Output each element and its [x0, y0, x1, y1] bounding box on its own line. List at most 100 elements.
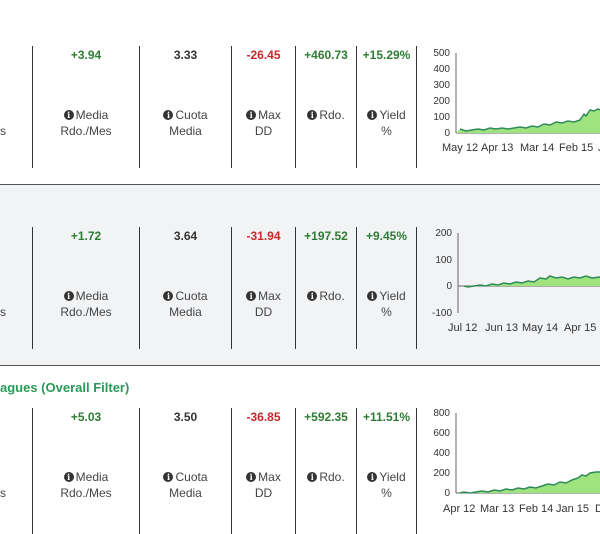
- avg-month-value: +5.03: [70, 410, 102, 424]
- profit-chart-1: 500 400 300 200 100 0 May 12 Apr 13 Mar …: [433, 48, 600, 154]
- section-heading[interactable]: agues (Overall Filter): [0, 380, 130, 395]
- metric-yield: +11.51% i Yield%: [357, 408, 416, 534]
- x-tick: D: [595, 503, 600, 515]
- column-divider: [231, 46, 232, 168]
- metric-result: +592.35 i Rdo.: [296, 408, 356, 534]
- info-icon[interactable]: i: [307, 472, 318, 482]
- metric-avg-month: +1.72 i Media Rdo./Mes: [33, 227, 139, 349]
- yield-value: +9.45%: [365, 229, 408, 243]
- y-tick: 500: [433, 48, 450, 59]
- strategy-row-3: s +5.03 i Media Rdo./Mes 3.50 i Cuota Media …: [0, 400, 600, 534]
- metric-avg-month: +3.94 i Media Rdo./Mes: [33, 46, 139, 168]
- metric-avg-odds: 3.50 i Cuota Media: [140, 408, 231, 534]
- metric-result: +197.52 i Rdo.: [296, 227, 356, 349]
- result-value: +592.35: [304, 410, 348, 424]
- chart-line: [459, 108, 600, 132]
- info-icon[interactable]: i: [63, 472, 74, 482]
- y-tick: 800: [433, 408, 450, 419]
- yield-value: +11.51%: [362, 410, 411, 424]
- max-dd-value: -26.45: [246, 48, 281, 62]
- x-tick: J: [598, 142, 600, 154]
- metric-avg-month: +5.03 i Media Rdo./Mes: [33, 408, 139, 534]
- result-label: i Rdo.: [296, 288, 356, 304]
- column-divider: [139, 227, 140, 349]
- y-tick: -100: [432, 308, 452, 319]
- avg-odds-label: i Cuota Media: [140, 469, 231, 501]
- x-tick: Apr 12: [443, 503, 475, 515]
- chart-line: [459, 471, 600, 494]
- column-divider: [416, 46, 417, 168]
- strategy-row-1: s +3.94 i Media Rdo./Mes 3.33 i Cuota Media …: [0, 0, 600, 184]
- y-tick: 0: [444, 488, 450, 499]
- column-divider: [32, 46, 33, 168]
- avg-odds-value: 3.33: [173, 48, 198, 62]
- y-tick: 400: [433, 64, 450, 75]
- column-divider: [139, 408, 140, 534]
- avg-month-value: +3.94: [70, 48, 102, 62]
- row-label-fragment: s: [0, 124, 6, 138]
- column-divider: [139, 46, 140, 168]
- x-tick: Jul 12: [448, 322, 477, 334]
- x-tick: Apr 13: [481, 142, 513, 154]
- column-divider: [356, 46, 357, 168]
- profit-chart-3: 800 600 400 200 0 Apr 12 Mar 13 Feb 14 J…: [433, 408, 600, 515]
- metric-result: +460.73 i Rdo.: [296, 46, 356, 168]
- max-dd-value: -31.94: [246, 229, 281, 243]
- info-icon[interactable]: i: [307, 291, 318, 301]
- metric-yield: +15.29% i Yield%: [357, 46, 416, 168]
- info-icon[interactable]: i: [367, 291, 378, 301]
- metric-max-dd: -26.45 i Max DD: [232, 46, 295, 168]
- yield-label: i Yield%: [357, 107, 416, 139]
- avg-odds-label: i Cuota Media: [140, 107, 231, 139]
- result-value: +460.73: [304, 48, 348, 62]
- strategy-row-2: s +1.72 i Media Rdo./Mes 3.64 i Cuota Media …: [0, 185, 600, 365]
- info-icon[interactable]: i: [307, 110, 318, 120]
- max-dd-label: i Max DD: [232, 469, 295, 501]
- info-icon[interactable]: i: [163, 472, 174, 482]
- yield-label: i Yield%: [357, 469, 416, 501]
- info-icon[interactable]: i: [367, 472, 378, 482]
- result-value: +197.52: [304, 229, 348, 243]
- info-icon[interactable]: i: [63, 291, 74, 301]
- row-label-fragment: s: [0, 486, 6, 500]
- profit-chart-2: 200 100 0 -100 Jul 12 Jun 13 May 14 Apr …: [432, 228, 600, 334]
- x-tick: Jan 15: [556, 503, 589, 515]
- info-icon[interactable]: i: [163, 291, 174, 301]
- y-tick: 600: [433, 428, 450, 439]
- x-tick: Feb 14: [519, 503, 553, 515]
- result-label: i Rdo.: [296, 107, 356, 123]
- info-icon[interactable]: i: [246, 291, 257, 301]
- column-divider: [295, 227, 296, 349]
- column-divider: [356, 227, 357, 349]
- avg-month-value: +1.72: [70, 229, 102, 243]
- y-tick: 0: [444, 128, 450, 139]
- chart-area: [460, 472, 600, 493]
- info-icon[interactable]: i: [163, 110, 174, 120]
- info-icon[interactable]: i: [63, 110, 74, 120]
- info-icon[interactable]: i: [367, 110, 378, 120]
- row-divider: [0, 365, 600, 366]
- x-tick: Jun 13: [485, 322, 518, 334]
- metric-yield: +9.45% i Yield%: [357, 227, 416, 349]
- yield-value: +15.29%: [362, 48, 411, 62]
- column-divider: [295, 46, 296, 168]
- y-tick: 100: [435, 255, 452, 266]
- info-icon[interactable]: i: [246, 110, 257, 120]
- metric-max-dd: -31.94 i Max DD: [232, 227, 295, 349]
- chart-area: [456, 109, 600, 133]
- y-tick: 200: [435, 228, 452, 239]
- row-divider: [0, 184, 600, 185]
- row-label-fragment: s: [0, 305, 6, 319]
- x-tick: Feb 15: [559, 142, 593, 154]
- column-divider: [231, 408, 232, 534]
- column-divider: [416, 227, 417, 349]
- metric-max-dd: -36.85 i Max DD: [232, 408, 295, 534]
- avg-month-label: i Media Rdo./Mes: [60, 108, 112, 138]
- info-icon[interactable]: i: [246, 472, 257, 482]
- yield-label: i Yield%: [357, 288, 416, 320]
- x-tick: May 12: [442, 142, 478, 154]
- x-tick: Mar 13: [480, 503, 514, 515]
- y-tick: 400: [433, 448, 450, 459]
- avg-month-label: i Media Rdo./Mes: [60, 470, 112, 500]
- avg-odds-label: i Cuota Media: [140, 288, 231, 320]
